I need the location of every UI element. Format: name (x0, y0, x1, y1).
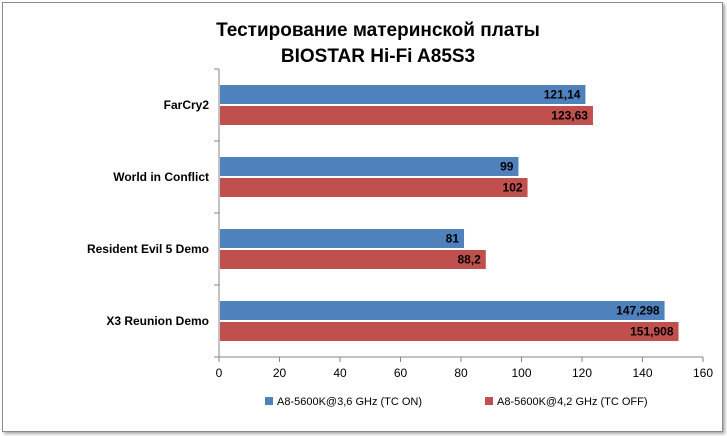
data-label: 147,298 (616, 304, 660, 318)
category-label: X3 Reunion Demo (106, 314, 209, 328)
category-label: World in Conflict (113, 170, 209, 184)
bar (220, 157, 519, 176)
chart-frame: Тестирование материнской платы BIOSTAR H… (2, 2, 723, 432)
bar (220, 301, 665, 320)
data-label: 99 (500, 160, 514, 174)
data-label: 102 (503, 181, 523, 195)
category-label: Resident Evil 5 Demo (87, 242, 209, 256)
x-tick-label: 160 (693, 366, 713, 380)
x-tick-label: 0 (216, 366, 223, 380)
bar (220, 85, 586, 104)
data-label: 151,908 (630, 325, 674, 339)
x-tick-label: 80 (454, 366, 468, 380)
x-tick-label: 60 (394, 366, 408, 380)
x-tick-label: 40 (333, 366, 347, 380)
legend-swatch (485, 397, 493, 405)
x-tick-label: 100 (511, 366, 531, 380)
legend-swatch (265, 397, 273, 405)
data-label: 123,63 (551, 109, 588, 123)
x-tick-label: 140 (632, 366, 652, 380)
chart-title-line-1: Тестирование материнской платы (216, 20, 540, 41)
bar (220, 178, 528, 197)
legend-label: A8-5600K@4,2 GHz (TC OFF) (497, 396, 648, 408)
chart-svg: Тестирование материнской платы BIOSTAR H… (87, 20, 713, 408)
x-tick-label: 20 (273, 366, 287, 380)
legend-label: A8-5600K@3,6 GHz (TC ON) (277, 396, 422, 408)
bar (220, 250, 486, 269)
data-label: 81 (446, 232, 460, 246)
plot-area: 0 20 40 60 80 100 120 140 160 FarCry2 121,14 123,63… (87, 68, 713, 380)
x-tick-label: 120 (572, 366, 592, 380)
data-label: 121,14 (544, 88, 581, 102)
bar (220, 106, 593, 125)
data-label: 88,2 (457, 253, 481, 267)
legend: A8-5600K@3,6 GHz (TC ON) A8-5600K@4,2 GHz… (265, 396, 648, 408)
bar (220, 229, 465, 248)
category-label: FarCry2 (164, 98, 210, 112)
chart-title-line-2: BIOSTAR Hi-Fi A85S3 (281, 46, 475, 67)
bar (220, 322, 679, 341)
